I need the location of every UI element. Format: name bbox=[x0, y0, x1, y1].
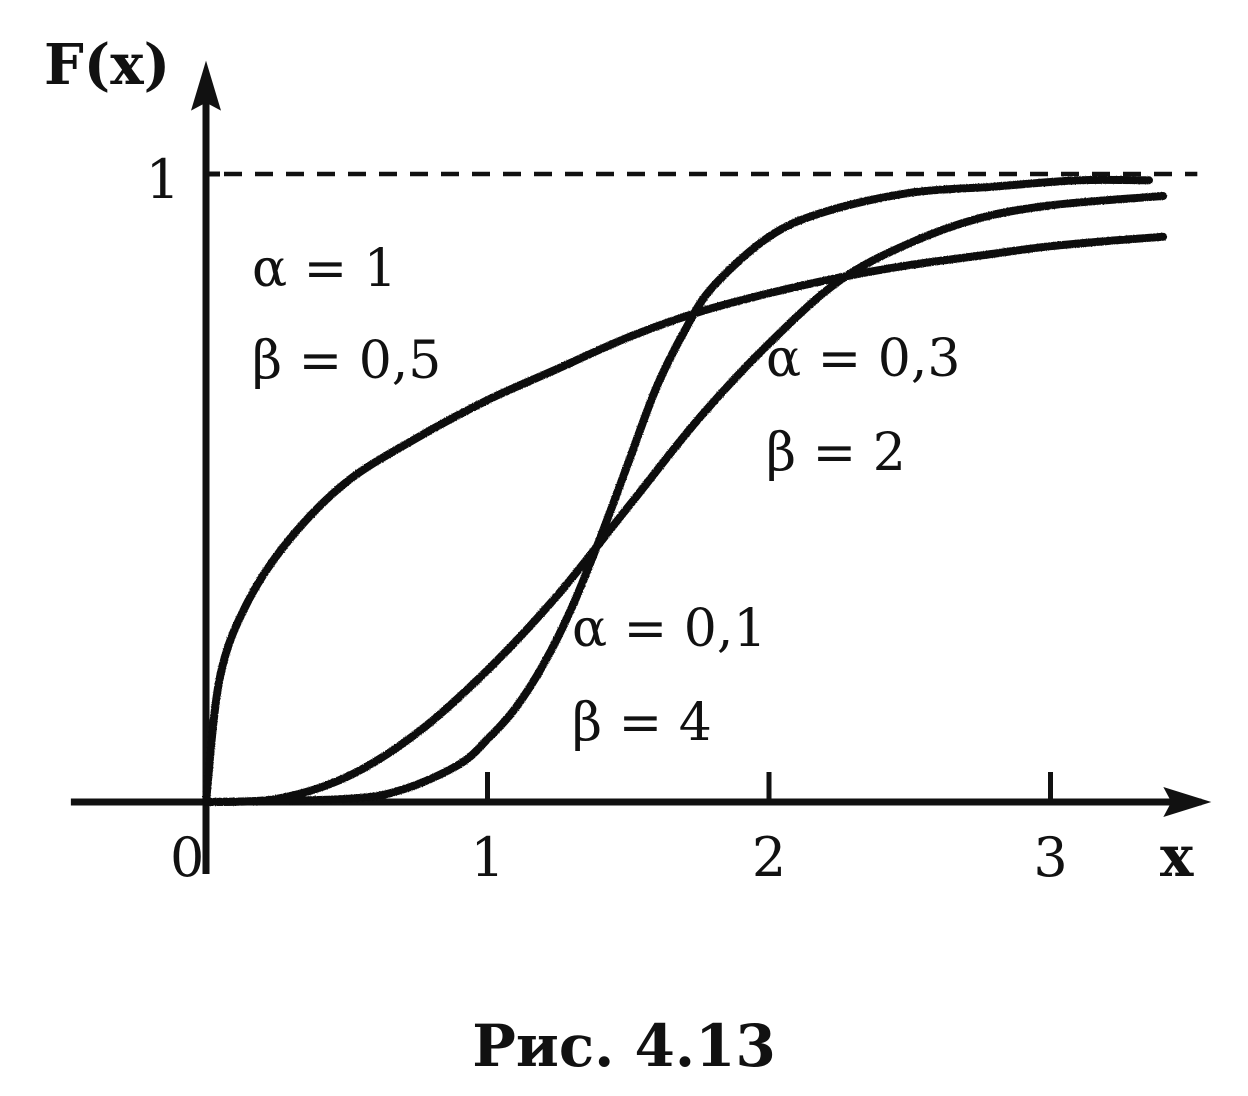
series-3-beta-label: β = 4 bbox=[572, 693, 712, 753]
series-curve-3 bbox=[202, 175, 1153, 806]
series-2-beta-label: β = 2 bbox=[766, 423, 906, 483]
series-1-alpha-label: α = 1 bbox=[252, 239, 397, 299]
series-curve-2 bbox=[202, 192, 1168, 806]
x-tick-label-2: 2 bbox=[752, 826, 786, 889]
curves bbox=[202, 175, 1168, 806]
y-axis-arrow bbox=[191, 60, 221, 111]
y-axis-label: F(x) bbox=[44, 32, 170, 98]
x-axis-arrow bbox=[1163, 787, 1212, 817]
series-3-alpha-label: α = 0,1 bbox=[572, 599, 766, 659]
origin-label: 0 bbox=[170, 826, 204, 889]
series-1-beta-label: β = 0,5 bbox=[252, 331, 441, 391]
x-tick-label-1: 1 bbox=[470, 826, 504, 889]
figure-caption: Рис. 4.13 bbox=[472, 1012, 776, 1080]
labels: 1 2 3 1 α = 1 β = 0,5 α = 0,3 β = 2 α = 0,1 β = 4 bbox=[146, 148, 1068, 889]
x-axis-label: x bbox=[1160, 824, 1194, 890]
series-curve-1 bbox=[202, 232, 1168, 806]
y-tick-label-1: 1 bbox=[146, 148, 180, 211]
series-2-alpha-label: α = 0,3 bbox=[766, 329, 960, 389]
x-tick-label-3: 3 bbox=[1033, 826, 1067, 889]
